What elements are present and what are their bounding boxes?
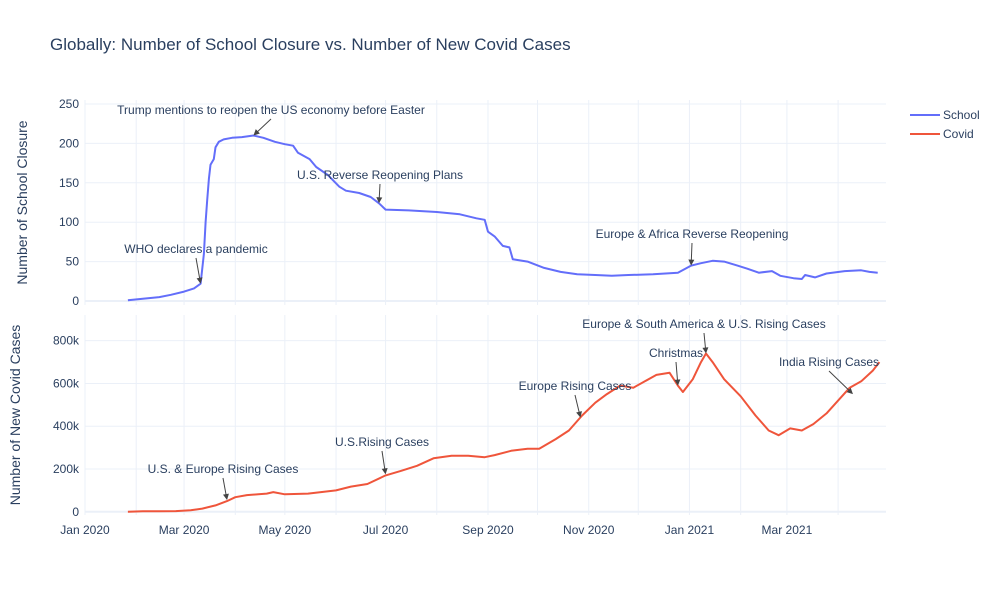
y-axis-title: Number of New Covid Cases <box>7 325 23 506</box>
annotation-arrowhead <box>376 197 383 204</box>
y-tick-label: 200 <box>59 136 79 150</box>
annotation-europe-africa-reverse-reopening: Europe & Africa Reverse Reopening <box>596 227 789 241</box>
y-tick-label: 600k <box>53 376 80 390</box>
y-tick-label: 200k <box>53 462 80 476</box>
annotation-trump-mentions-to-reopen-the-us-economy-before-easter: Trump mentions to reopen the US economy … <box>117 103 425 117</box>
x-tick-label: Mar 2020 <box>159 523 210 537</box>
y-tick-label: 50 <box>66 255 80 269</box>
series-line-covid[interactable] <box>127 352 881 513</box>
y-axis-title: Number of School Closure <box>14 120 30 284</box>
plot-area: 0 50 100 150 200 250 Number of School Closure T… <box>7 97 886 537</box>
chart-title: Globally: Number of School Closure vs. N… <box>50 35 571 54</box>
x-tick-label: Jul 2020 <box>363 523 409 537</box>
legend[interactable]: School Covid <box>910 108 980 141</box>
annotation-arrowhead <box>674 379 681 386</box>
y-tick-label: 800k <box>53 334 80 348</box>
y-tick-label: 0 <box>72 294 79 308</box>
annotation-arrowhead <box>688 259 695 266</box>
annotation-india-rising-cases: India Rising Cases <box>779 355 879 369</box>
annotation-arrowhead <box>223 493 229 501</box>
subplot-covid: 0 200k 400k 600k 800k Number of New Covid Cas… <box>7 315 886 519</box>
x-tick-label: May 2020 <box>258 523 311 537</box>
annotation-europe-south-america-u-s-rising-cases: Europe & South America & U.S. Rising Cas… <box>582 317 825 331</box>
x-tick-label: Jan 2020 <box>60 523 110 537</box>
annotation-arrowhead <box>196 277 203 284</box>
x-tick-label: Sep 2020 <box>462 523 514 537</box>
annotation-europe-rising-cases: Europe Rising Cases <box>519 379 632 393</box>
annotation-u-s-reverse-reopening-plans: U.S. Reverse Reopening Plans <box>297 168 463 182</box>
legend-covid-label[interactable]: Covid <box>943 127 974 141</box>
y-tick-label: 100 <box>59 215 79 229</box>
annotation-arrowhead <box>253 129 260 136</box>
annotation-u-s-europe-rising-cases: U.S. & Europe Rising Cases <box>148 462 299 476</box>
annotation-arrowhead <box>702 347 709 354</box>
annotation-christmas: Christmas <box>649 346 703 360</box>
y-tick-label: 400k <box>53 419 80 433</box>
y-tick-label: 250 <box>59 97 79 111</box>
annotation-arrow <box>195 257 201 282</box>
x-tick-label: Mar 2021 <box>762 523 813 537</box>
annotation-u-s-rising-cases: U.S.Rising Cases <box>335 435 429 449</box>
subplot-school: 0 50 100 150 200 250 Number of School Closure T… <box>14 97 886 308</box>
x-tick-label: Jan 2021 <box>665 523 715 537</box>
annotation-who-declares-a-pandemic: WHO declares a pandemic <box>124 242 267 256</box>
annotation-arrowhead <box>381 467 388 475</box>
series-line-school[interactable] <box>127 134 878 302</box>
y-tick-label: 150 <box>59 176 79 190</box>
annotation-arrowhead <box>576 411 582 418</box>
x-tick-label: Nov 2020 <box>563 523 615 537</box>
legend-school-label[interactable]: School <box>943 108 980 122</box>
y-tick-label: 0 <box>72 505 79 519</box>
annotation-arrow <box>828 370 852 394</box>
annotation-arrowhead <box>846 387 853 395</box>
x-axis: Jan 2020 Mar 2020 May 2020 Jul 2020 Sep 2020… <box>60 523 812 537</box>
